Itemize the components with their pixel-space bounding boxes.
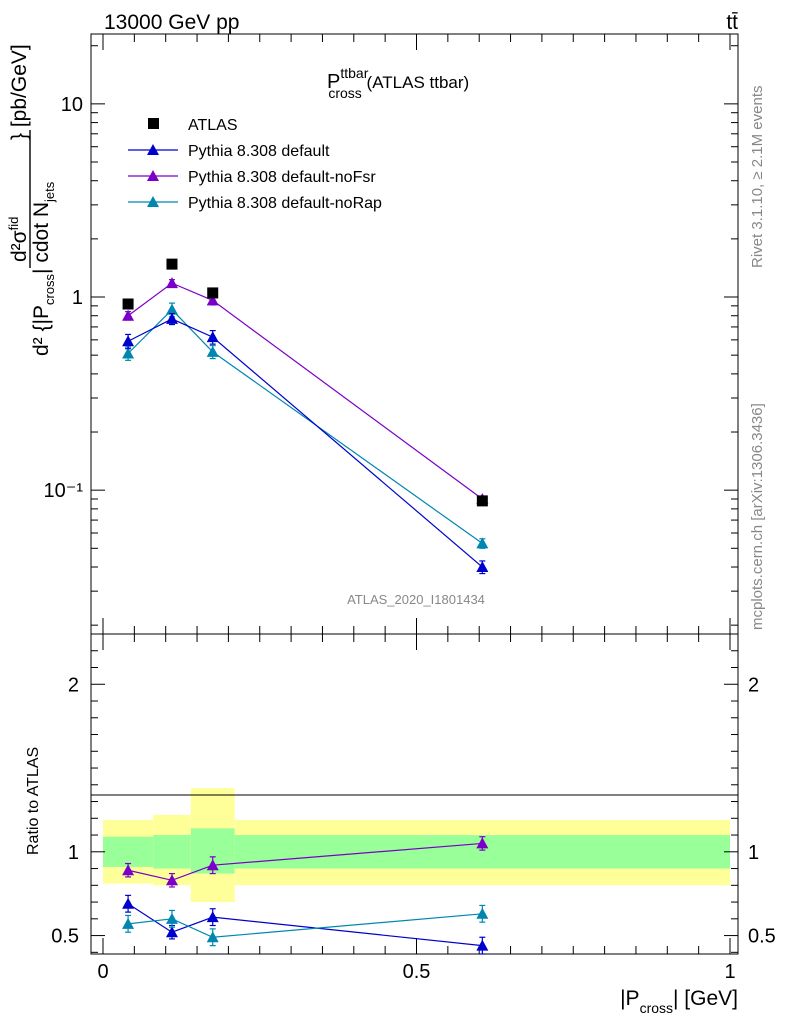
ratio-point: [165, 912, 178, 924]
ratio-y-tick-label: 2: [68, 674, 79, 696]
ratio-plot-frame: [90, 633, 739, 955]
ratio-inner-band: [103, 836, 154, 867]
x-tick-label: 1: [724, 961, 735, 983]
ratio-point: [206, 859, 219, 871]
x-label-pre: |P: [620, 987, 639, 1010]
ratio-point: [206, 911, 219, 923]
process-label: tt̄: [726, 11, 738, 34]
legend-item: Pythia 8.308 default: [128, 143, 330, 160]
y-label-denominator-mid: | cdot N: [30, 202, 53, 274]
y-label-fid: fid: [6, 217, 21, 231]
x-tick-label: 0.5: [403, 961, 431, 983]
ratio-panel-series: [122, 836, 489, 955]
ratio-series: [122, 904, 489, 947]
main-series: [122, 302, 489, 549]
main-point: [206, 294, 219, 306]
plot-title: Pttbar cross (ATLAS ttbar): [327, 65, 469, 101]
ratio-point: [122, 864, 135, 876]
rivet-label: Rivet 3.1.10, ≥ 2.1M events: [749, 86, 766, 269]
main-line: [127, 318, 483, 568]
legend-label: Pythia 8.308 default-noFsr: [188, 169, 376, 186]
ratio-point: [122, 897, 135, 909]
ratio-y-axis-label: Ratio to ATLAS: [25, 747, 42, 855]
main-y-axis-label: d²σfid d² {|Pcross| cdot Njets } [pb/GeV…: [6, 44, 57, 356]
ratio-y-tick-label-right: 0.5: [748, 926, 776, 948]
main-atlas-series: [122, 258, 488, 507]
x-label-sub: cross: [640, 1000, 673, 1016]
legend-item: Pythia 8.308 default-noRap: [128, 195, 382, 212]
main-point: [165, 277, 178, 289]
ratio-y-tick-label-right: 1: [748, 842, 759, 864]
ratio-uncertainty-bands: [103, 788, 731, 903]
main-point: [165, 303, 178, 315]
y-label-denominator: d² {|P: [30, 305, 53, 356]
main-line: [127, 308, 483, 544]
main-point: [476, 561, 489, 573]
ratio-point: [476, 939, 489, 951]
main-atlas-point: [166, 258, 178, 270]
ratio-series: [122, 894, 489, 955]
main-y-tick-label: 10: [61, 94, 83, 116]
legend-item: Pythia 8.308 default-noFsr: [128, 169, 376, 186]
main-atlas-point: [476, 495, 488, 507]
legend-label: ATLAS: [188, 117, 238, 134]
ratio-point: [476, 837, 489, 849]
main-atlas-point: [207, 287, 219, 299]
legend-marker-triangle: [147, 196, 159, 207]
x-label-post: | [GeV]: [673, 987, 738, 1010]
plot-title-sup: ttbar: [340, 65, 368, 81]
y-label-denominator-sub: cross: [42, 273, 57, 305]
legend-item: ATLAS: [148, 117, 238, 134]
main-panel-series: [122, 258, 489, 575]
y-label-units: } [pb/GeV]: [8, 44, 31, 140]
x-axis-label: |Pcross| [GeV]: [620, 987, 738, 1016]
ratio-point: [476, 907, 489, 919]
legend: ATLAS Pythia 8.308 default Pythia 8.308 de…: [128, 117, 382, 212]
ratio-inner-band: [153, 835, 191, 869]
energy-label: 13000 GeV pp: [104, 11, 239, 34]
legend-marker-square: [148, 118, 159, 129]
mcplots-label: mcplots.cern.ch [arXiv:1306.3436]: [749, 403, 766, 630]
main-y-tick-label: 10⁻¹: [44, 480, 84, 502]
main-point: [122, 335, 135, 347]
ratio-y-tick-label: 1: [68, 842, 79, 864]
y-label-denominator-sub2: jets: [42, 181, 57, 203]
analysis-watermark: ATLAS_2020_I1801434: [347, 592, 485, 607]
main-point: [165, 312, 178, 324]
ratio-point: [122, 917, 135, 929]
ratio-y-tick-label: 0.5: [51, 926, 79, 948]
plot-title-main: P: [327, 71, 340, 93]
ratio-point: [165, 926, 178, 938]
main-point: [122, 309, 135, 321]
legend-marker-triangle: [147, 170, 159, 181]
main-y-tick-label: 1: [72, 287, 83, 309]
legend-label: Pythia 8.308 default-noRap: [188, 195, 382, 212]
plot-title-suffix: (ATLAS ttbar): [362, 73, 469, 92]
main-line: [127, 282, 483, 500]
main-series: [122, 312, 489, 575]
svg-text:d²σfid: d²σfid: [6, 217, 31, 262]
main-point: [206, 345, 219, 357]
main-point: [206, 331, 219, 343]
legend-marker-triangle: [147, 144, 159, 155]
y-label-d2sigma: d²σ: [8, 230, 31, 262]
plot-title-sub: cross: [328, 85, 361, 101]
ratio-line: [128, 913, 483, 938]
main-point: [476, 537, 489, 549]
ratio-line: [127, 903, 483, 947]
ratio-point: [165, 874, 178, 886]
x-tick-label: 0: [97, 961, 108, 983]
main-atlas-point: [122, 298, 134, 310]
main-series: [122, 277, 489, 504]
ratio-y-tick-label-right: 2: [748, 674, 759, 696]
ratio-point: [206, 931, 219, 943]
legend-label: Pythia 8.308 default: [188, 143, 330, 160]
main-point: [122, 347, 135, 359]
svg-text:d² {|Pcross| cdot Njets: d² {|Pcross| cdot Njets: [30, 181, 57, 356]
ratio-line: [127, 842, 483, 881]
ratio-series: [122, 836, 489, 888]
